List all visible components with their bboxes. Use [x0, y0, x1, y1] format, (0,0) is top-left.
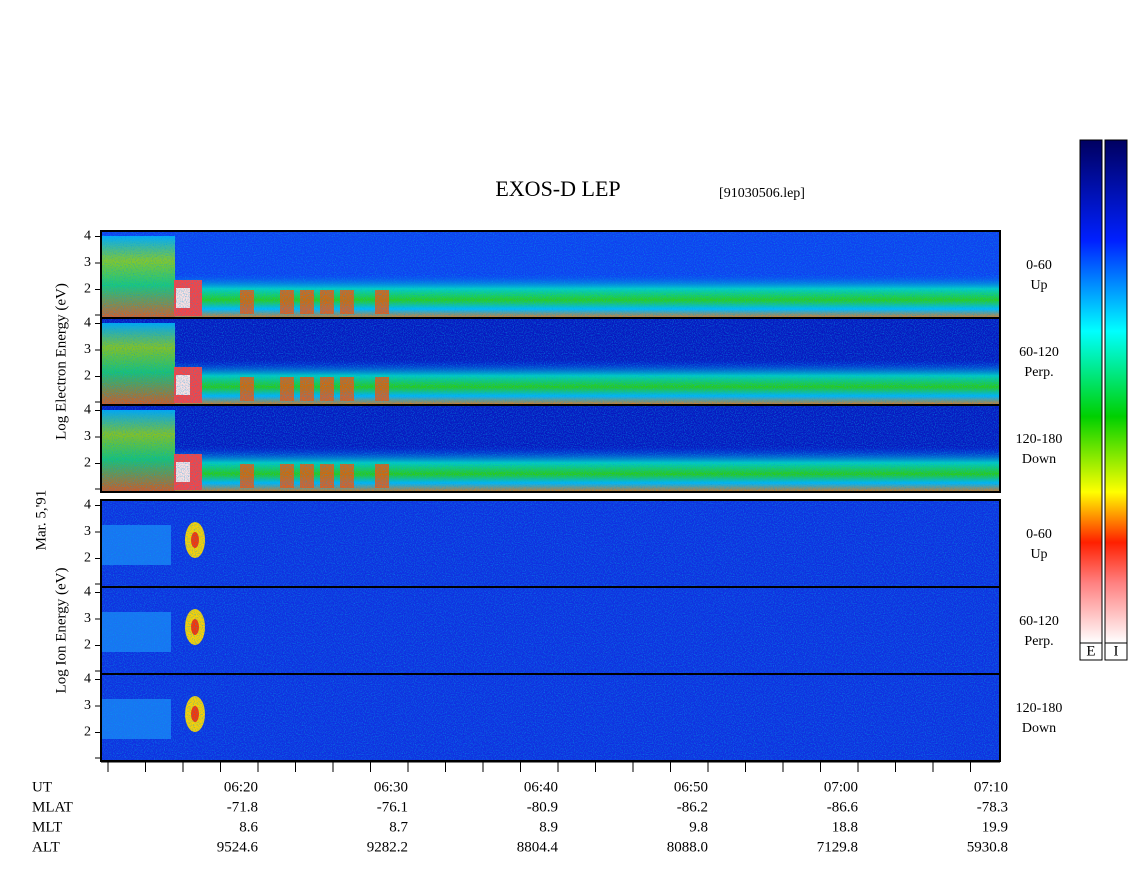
y-tick-label: 4 [84, 672, 91, 687]
spectrogram-noise [101, 318, 1000, 405]
row-value: -76.1 [377, 799, 408, 815]
colorbar-label-box [1104, 642, 1128, 661]
y-tick-label: 2 [84, 369, 91, 384]
spectrogram-noise [101, 405, 1000, 492]
spectrogram-noise [101, 587, 1000, 674]
y-tick-label: 4 [84, 229, 91, 244]
panel-direction: Perp. [1024, 634, 1053, 649]
y-axis-label: Log Electron Energy (eV) [53, 283, 69, 440]
row-label: MLT [32, 819, 62, 835]
y-tick-label: 2 [84, 456, 91, 471]
row-label: MLAT [32, 799, 73, 815]
spectrogram-noise [101, 674, 1000, 761]
row-value: 9.8 [689, 819, 708, 835]
y-tick-label: 4 [84, 316, 91, 331]
colorbar-label-box [1079, 642, 1103, 661]
colorbar-label: E [1086, 643, 1095, 659]
panel-direction: Up [1030, 547, 1047, 562]
row-value: -78.3 [977, 799, 1008, 815]
panel-frame [100, 404, 1001, 493]
row-value: 07:10 [974, 779, 1008, 795]
file-name: [91030506.lep] [719, 186, 805, 201]
panel-direction: Up [1030, 278, 1047, 293]
row-value: 06:30 [374, 779, 408, 795]
row-value: 9524.6 [217, 839, 259, 855]
spectrogram-noise [101, 231, 1000, 318]
panel-direction: Down [1022, 452, 1056, 467]
colorbar [1079, 139, 1103, 644]
row-value: -86.6 [827, 799, 859, 815]
date: Mar. 5,'91 [33, 490, 49, 551]
row-value: 06:20 [224, 779, 258, 795]
row-value: 07:00 [824, 779, 858, 795]
row-label: ALT [32, 839, 60, 855]
row-value: -86.2 [677, 799, 708, 815]
title: EXOS-D LEP [495, 176, 620, 201]
y-tick-label: 4 [84, 403, 91, 418]
panel-angle: 0-60 [1026, 258, 1052, 273]
panel-direction: Down [1022, 721, 1056, 736]
panel-angle: 120-180 [1016, 701, 1063, 716]
row-value: 06:50 [674, 779, 708, 795]
y-tick-label: 3 [84, 611, 91, 626]
y-tick-label: 3 [84, 429, 91, 444]
panel-angle: 120-180 [1016, 432, 1063, 447]
row-value: 8.7 [389, 819, 408, 835]
row-value: -80.9 [527, 799, 558, 815]
row-value: 9282.2 [367, 839, 408, 855]
row-value: 5930.8 [967, 839, 1008, 855]
panel-frame [100, 673, 1001, 762]
y-tick-label: 2 [84, 551, 91, 566]
y-tick-label: 2 [84, 282, 91, 297]
y-tick-label: 3 [84, 524, 91, 539]
colorbar [1104, 139, 1128, 644]
y-tick-label: 3 [84, 698, 91, 713]
row-value: 06:40 [524, 779, 558, 795]
y-axis-label: Log Ion Energy (eV) [53, 568, 69, 694]
colorbar-label: I [1114, 643, 1119, 659]
row-value: 7129.8 [817, 839, 858, 855]
row-label: UT [32, 779, 52, 795]
y-tick-label: 2 [84, 638, 91, 653]
row-value: -71.8 [227, 799, 258, 815]
row-value: 8088.0 [667, 839, 708, 855]
y-tick-label: 2 [84, 725, 91, 740]
y-tick-label: 4 [84, 498, 91, 513]
row-value: 8.6 [239, 819, 258, 835]
panel-angle: 0-60 [1026, 527, 1052, 542]
spectrogram-noise [101, 500, 1000, 587]
panel-angle: 60-120 [1019, 345, 1059, 360]
y-tick-label: 3 [84, 342, 91, 357]
y-tick-label: 4 [84, 585, 91, 600]
row-value: 8804.4 [517, 839, 559, 855]
panel-direction: Perp. [1024, 365, 1053, 380]
row-value: 8.9 [539, 819, 558, 835]
row-value: 19.9 [982, 819, 1008, 835]
y-tick-label: 3 [84, 255, 91, 270]
row-value: 18.8 [832, 819, 858, 835]
panel-angle: 60-120 [1019, 614, 1059, 629]
